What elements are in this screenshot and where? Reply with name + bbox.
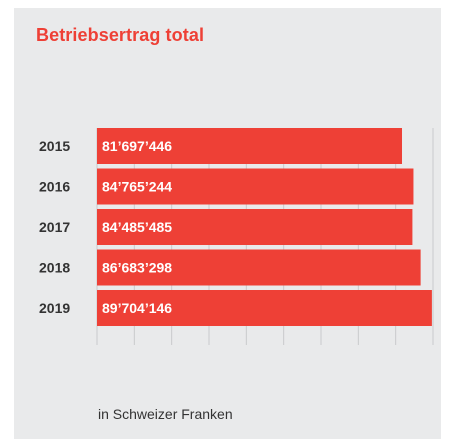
category-label: 2016 (39, 179, 70, 195)
bar-2016 (97, 168, 414, 205)
chart-title: Betriebsertrag total (36, 25, 205, 45)
unit-note: in Schweizer Franken (98, 406, 233, 422)
value-label: 84’765’244 (102, 179, 172, 195)
bar-2017 (97, 209, 413, 245)
category-label: 2015 (39, 138, 70, 154)
bar-2015 (97, 128, 403, 164)
value-label: 84’485’485 (102, 219, 172, 235)
value-label: 81’697’446 (102, 138, 172, 154)
value-label: 86’683’298 (102, 260, 172, 276)
bar-2019 (97, 290, 432, 326)
category-label: 2017 (39, 219, 70, 235)
category-label: 2018 (39, 260, 70, 276)
value-label: 89’704’146 (102, 300, 172, 316)
bar-2018 (97, 249, 421, 286)
category-label: 2019 (39, 300, 70, 316)
